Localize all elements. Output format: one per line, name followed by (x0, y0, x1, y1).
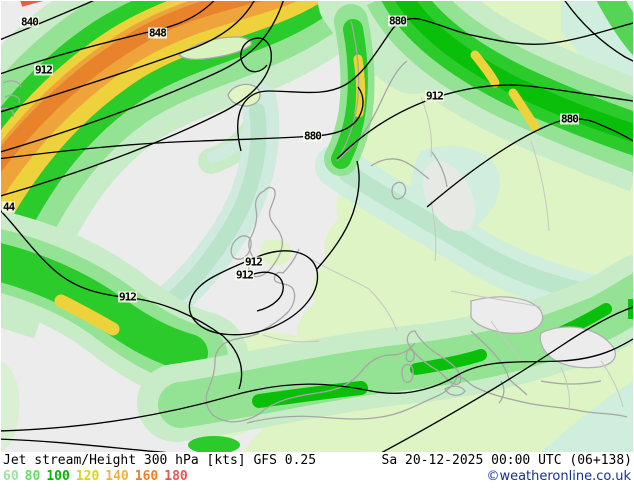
scale-value-180: 180 (164, 469, 188, 484)
scale-value-100: 100 (46, 469, 70, 484)
copyright-credit[interactable]: ©weatheronline.co.uk (486, 469, 631, 484)
scale-value-160: 160 (134, 469, 159, 484)
scale-value-60: 60 (3, 469, 19, 484)
footer: Jet stream/Height 300 hPa [kts] GFS 0.25… (0, 452, 634, 490)
scale-value-120: 120 (75, 469, 100, 484)
country-borders (262, 96, 624, 410)
map-area: 840 848 912 880 912 880 880 44 912 912 912 (1, 1, 633, 452)
map-timestamp: Sa 20-12-2025 00:00 UTC (06+138) (381, 453, 632, 468)
map-title: Jet stream/Height 300 hPa [kts] GFS 0.25 (3, 453, 317, 468)
scale-value-80: 80 (24, 469, 41, 484)
footer-row1: Jet stream/Height 300 hPa [kts] GFS 0.25… (0, 453, 634, 469)
wind-speed-scale: 60 80 100 120 140 160 180 (3, 469, 194, 484)
scale-value-140: 140 (105, 469, 129, 484)
weather-map (1, 1, 633, 452)
footer-row2: 60 80 100 120 140 160 180 ©weatheronline.co.uk (0, 469, 634, 487)
